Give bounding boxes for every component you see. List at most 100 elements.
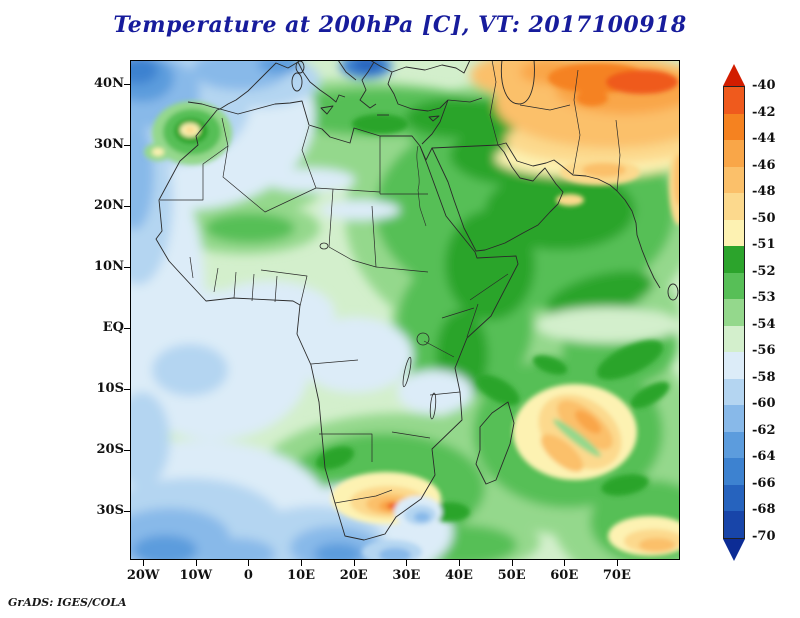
colorbar-label: -53 bbox=[752, 290, 776, 305]
srilanka-coastline bbox=[667, 283, 679, 301]
x-tick-mark bbox=[301, 560, 303, 566]
temperature-field-broad bbox=[130, 60, 680, 560]
y-tick-label: 10N bbox=[94, 259, 124, 275]
lakes bbox=[319, 242, 437, 420]
y-tick-label: 20N bbox=[94, 198, 124, 214]
x-tick-mark bbox=[406, 560, 408, 566]
colorbar-label: -62 bbox=[752, 422, 776, 438]
colorbar-segments bbox=[723, 86, 745, 539]
colorbar-arrow-top bbox=[723, 64, 745, 86]
y-tick-mark bbox=[124, 389, 130, 391]
plot-frame bbox=[130, 60, 680, 560]
colorbar-label: -58 bbox=[752, 369, 776, 385]
colorbar-segment bbox=[724, 431, 744, 458]
colorbar bbox=[723, 64, 745, 561]
y-tick-label: 30S bbox=[96, 503, 124, 519]
colorbar-label: -40 bbox=[752, 78, 776, 93]
colorbar-label: -54 bbox=[752, 316, 776, 332]
colorbar-segment bbox=[724, 219, 744, 246]
x-tick-label: 20E bbox=[339, 568, 368, 583]
y-tick-mark bbox=[124, 450, 130, 452]
colorbar-label: -60 bbox=[752, 396, 776, 411]
x-tick-label: 10E bbox=[287, 568, 316, 583]
x-tick-mark bbox=[248, 560, 250, 566]
colorbar-segment bbox=[724, 378, 744, 405]
colorbar-label: -50 bbox=[752, 210, 776, 226]
iberia-coastline bbox=[187, 61, 299, 110]
anatolia-coastline bbox=[387, 71, 449, 112]
colorbar-label: -46 bbox=[752, 157, 776, 173]
x-tick-mark bbox=[195, 560, 197, 566]
colorbar-label: -42 bbox=[752, 104, 776, 120]
colorbar-label: -51 bbox=[752, 237, 776, 252]
x-tick-mark bbox=[564, 560, 566, 566]
colorbar-label: -66 bbox=[752, 475, 776, 491]
y-tick-mark bbox=[124, 267, 130, 269]
italy-coastline bbox=[297, 61, 346, 103]
y-tick-label: 10S bbox=[96, 381, 124, 397]
colorbar-segment bbox=[724, 511, 744, 538]
page-title: Temperature at 200hPa [C], VT: 201710091… bbox=[113, 12, 687, 38]
map-canvas bbox=[130, 60, 680, 560]
y-tick-mark bbox=[124, 206, 130, 208]
footer-credit: GrADS: IGES/COLA bbox=[8, 596, 127, 609]
levant-coastline bbox=[421, 99, 449, 145]
sicily-coastline bbox=[320, 105, 334, 115]
cyprus-coastline bbox=[428, 115, 440, 122]
colorbar-label: -68 bbox=[752, 502, 776, 517]
colorbar-label: -48 bbox=[752, 184, 776, 199]
y-tick-label: 30N bbox=[94, 137, 124, 153]
colorbar-segment bbox=[724, 299, 744, 326]
x-tick-label: 70E bbox=[602, 568, 631, 583]
colorbar-segment bbox=[724, 484, 744, 511]
colorbar-label: -52 bbox=[752, 263, 776, 279]
y-tick-label: 20S bbox=[96, 442, 124, 458]
blacksea-turkey-coastline bbox=[369, 60, 471, 74]
colorbar-segment bbox=[724, 325, 744, 352]
x-tick-mark bbox=[616, 560, 618, 566]
colorbar-label: -64 bbox=[752, 449, 776, 464]
y-tick-mark bbox=[124, 511, 130, 513]
colorbar-segment bbox=[724, 272, 744, 299]
x-tick-mark bbox=[353, 560, 355, 566]
colorbar-segment bbox=[724, 113, 744, 140]
coastlines-layer bbox=[155, 60, 679, 541]
balkan-coastline bbox=[337, 60, 357, 81]
asia-coastline bbox=[497, 142, 661, 289]
y-tick-mark bbox=[124, 84, 130, 86]
x-tick-mark bbox=[511, 560, 513, 566]
colorbar-label: -56 bbox=[752, 343, 776, 358]
x-tick-label: 20W bbox=[126, 568, 160, 583]
y-tick-mark bbox=[124, 328, 130, 330]
greece-coastline bbox=[359, 61, 377, 109]
colorbar-segment bbox=[724, 352, 744, 379]
nile-river bbox=[416, 145, 427, 227]
madagascar-coastline bbox=[475, 401, 515, 485]
x-tick-label: 50E bbox=[497, 568, 526, 583]
x-tick-mark bbox=[458, 560, 460, 566]
colorbar-segment bbox=[724, 166, 744, 193]
x-tick-label: 30E bbox=[392, 568, 421, 583]
x-tick-label: 60E bbox=[550, 568, 579, 583]
colorbar-label: -44 bbox=[752, 131, 776, 146]
colorbar-segment bbox=[724, 87, 744, 114]
y-tick-mark bbox=[124, 145, 130, 147]
caspian-coastline bbox=[500, 60, 535, 105]
colorbar-segment bbox=[724, 246, 744, 273]
temperature-field-detail bbox=[144, 63, 680, 560]
x-tick-label: 40E bbox=[444, 568, 473, 583]
colorbar-segment bbox=[724, 140, 744, 167]
africa-coastline bbox=[155, 100, 519, 541]
colorbar-segment bbox=[724, 405, 744, 432]
temperature-field bbox=[130, 60, 680, 560]
colorbar-segment bbox=[724, 458, 744, 485]
sinai-coastline bbox=[419, 145, 433, 161]
x-tick-label: 10W bbox=[179, 568, 213, 583]
sardinia-coastline bbox=[291, 72, 303, 92]
colorbar-label: -70 bbox=[752, 528, 776, 544]
colorbar-arrow-bottom bbox=[723, 538, 745, 561]
y-tick-label: EQ bbox=[102, 320, 124, 336]
x-tick-mark bbox=[143, 560, 145, 566]
x-tick-label: 0 bbox=[243, 568, 253, 583]
